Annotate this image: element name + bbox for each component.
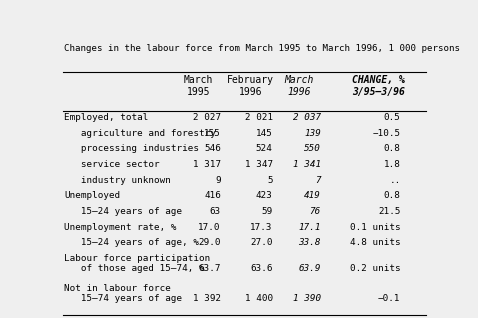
- Text: 145: 145: [256, 128, 273, 137]
- Text: 1 347: 1 347: [245, 160, 273, 169]
- Text: 2 027: 2 027: [193, 113, 221, 122]
- Text: Not in labour force
   15–74 years of age: Not in labour force 15–74 years of age: [64, 284, 182, 303]
- Text: 4.8 units: 4.8 units: [350, 238, 401, 247]
- Text: 524: 524: [256, 144, 273, 153]
- Text: 0.5: 0.5: [384, 113, 401, 122]
- Text: CHANGE, %
3/95–3/96: CHANGE, % 3/95–3/96: [352, 75, 405, 97]
- Text: 63.7: 63.7: [198, 264, 221, 273]
- Text: Unemployment rate, %: Unemployment rate, %: [64, 223, 177, 232]
- Text: 33.8: 33.8: [298, 238, 321, 247]
- Text: industry unknown: industry unknown: [64, 176, 171, 184]
- Text: 17.0: 17.0: [198, 223, 221, 232]
- Text: 76: 76: [310, 207, 321, 216]
- Text: March
1995: March 1995: [184, 75, 213, 97]
- Text: 416: 416: [204, 191, 221, 200]
- Text: 1 392: 1 392: [193, 294, 221, 303]
- Text: processing industries: processing industries: [64, 144, 199, 153]
- Text: 63.9: 63.9: [298, 264, 321, 273]
- Text: 59: 59: [261, 207, 273, 216]
- Text: March
1996: March 1996: [284, 75, 314, 97]
- Text: ..: ..: [389, 176, 401, 184]
- Text: 5: 5: [267, 176, 273, 184]
- Text: 2 021: 2 021: [245, 113, 273, 122]
- Text: −0.1: −0.1: [378, 294, 401, 303]
- Text: 0.1 units: 0.1 units: [350, 223, 401, 232]
- Text: service sector: service sector: [64, 160, 160, 169]
- Text: Employed, total: Employed, total: [64, 113, 149, 122]
- Text: 419: 419: [304, 191, 321, 200]
- Text: 21.5: 21.5: [378, 207, 401, 216]
- Text: 0.8: 0.8: [384, 191, 401, 200]
- Text: 15–24 years of age: 15–24 years of age: [64, 207, 182, 216]
- Text: 1 317: 1 317: [193, 160, 221, 169]
- Text: February
1996: February 1996: [227, 75, 274, 97]
- Text: 1.8: 1.8: [384, 160, 401, 169]
- Text: 550: 550: [304, 144, 321, 153]
- Text: agriculture and forestry: agriculture and forestry: [64, 128, 216, 137]
- Text: Unemployed: Unemployed: [64, 191, 120, 200]
- Text: 155: 155: [204, 128, 221, 137]
- Text: 63.6: 63.6: [250, 264, 273, 273]
- Text: 423: 423: [256, 191, 273, 200]
- Text: 63: 63: [210, 207, 221, 216]
- Text: 7: 7: [315, 176, 321, 184]
- Text: 0.8: 0.8: [384, 144, 401, 153]
- Text: 29.0: 29.0: [198, 238, 221, 247]
- Text: Labour force participation
   of those aged 15–74, %: Labour force participation of those aged…: [64, 254, 210, 273]
- Text: 1 390: 1 390: [293, 294, 321, 303]
- Text: 0.2 units: 0.2 units: [350, 264, 401, 273]
- Text: 1 400: 1 400: [245, 294, 273, 303]
- Text: 17.1: 17.1: [298, 223, 321, 232]
- Text: 15–24 years of age, %: 15–24 years of age, %: [64, 238, 199, 247]
- Text: 17.3: 17.3: [250, 223, 273, 232]
- Text: 9: 9: [215, 176, 221, 184]
- Text: 139: 139: [304, 128, 321, 137]
- Text: −10.5: −10.5: [372, 128, 401, 137]
- Text: 1 341: 1 341: [293, 160, 321, 169]
- Text: Changes in the labour force from March 1995 to March 1996, 1 000 persons: Changes in the labour force from March 1…: [64, 44, 460, 53]
- Text: 2 037: 2 037: [293, 113, 321, 122]
- Text: 27.0: 27.0: [250, 238, 273, 247]
- Text: 546: 546: [204, 144, 221, 153]
